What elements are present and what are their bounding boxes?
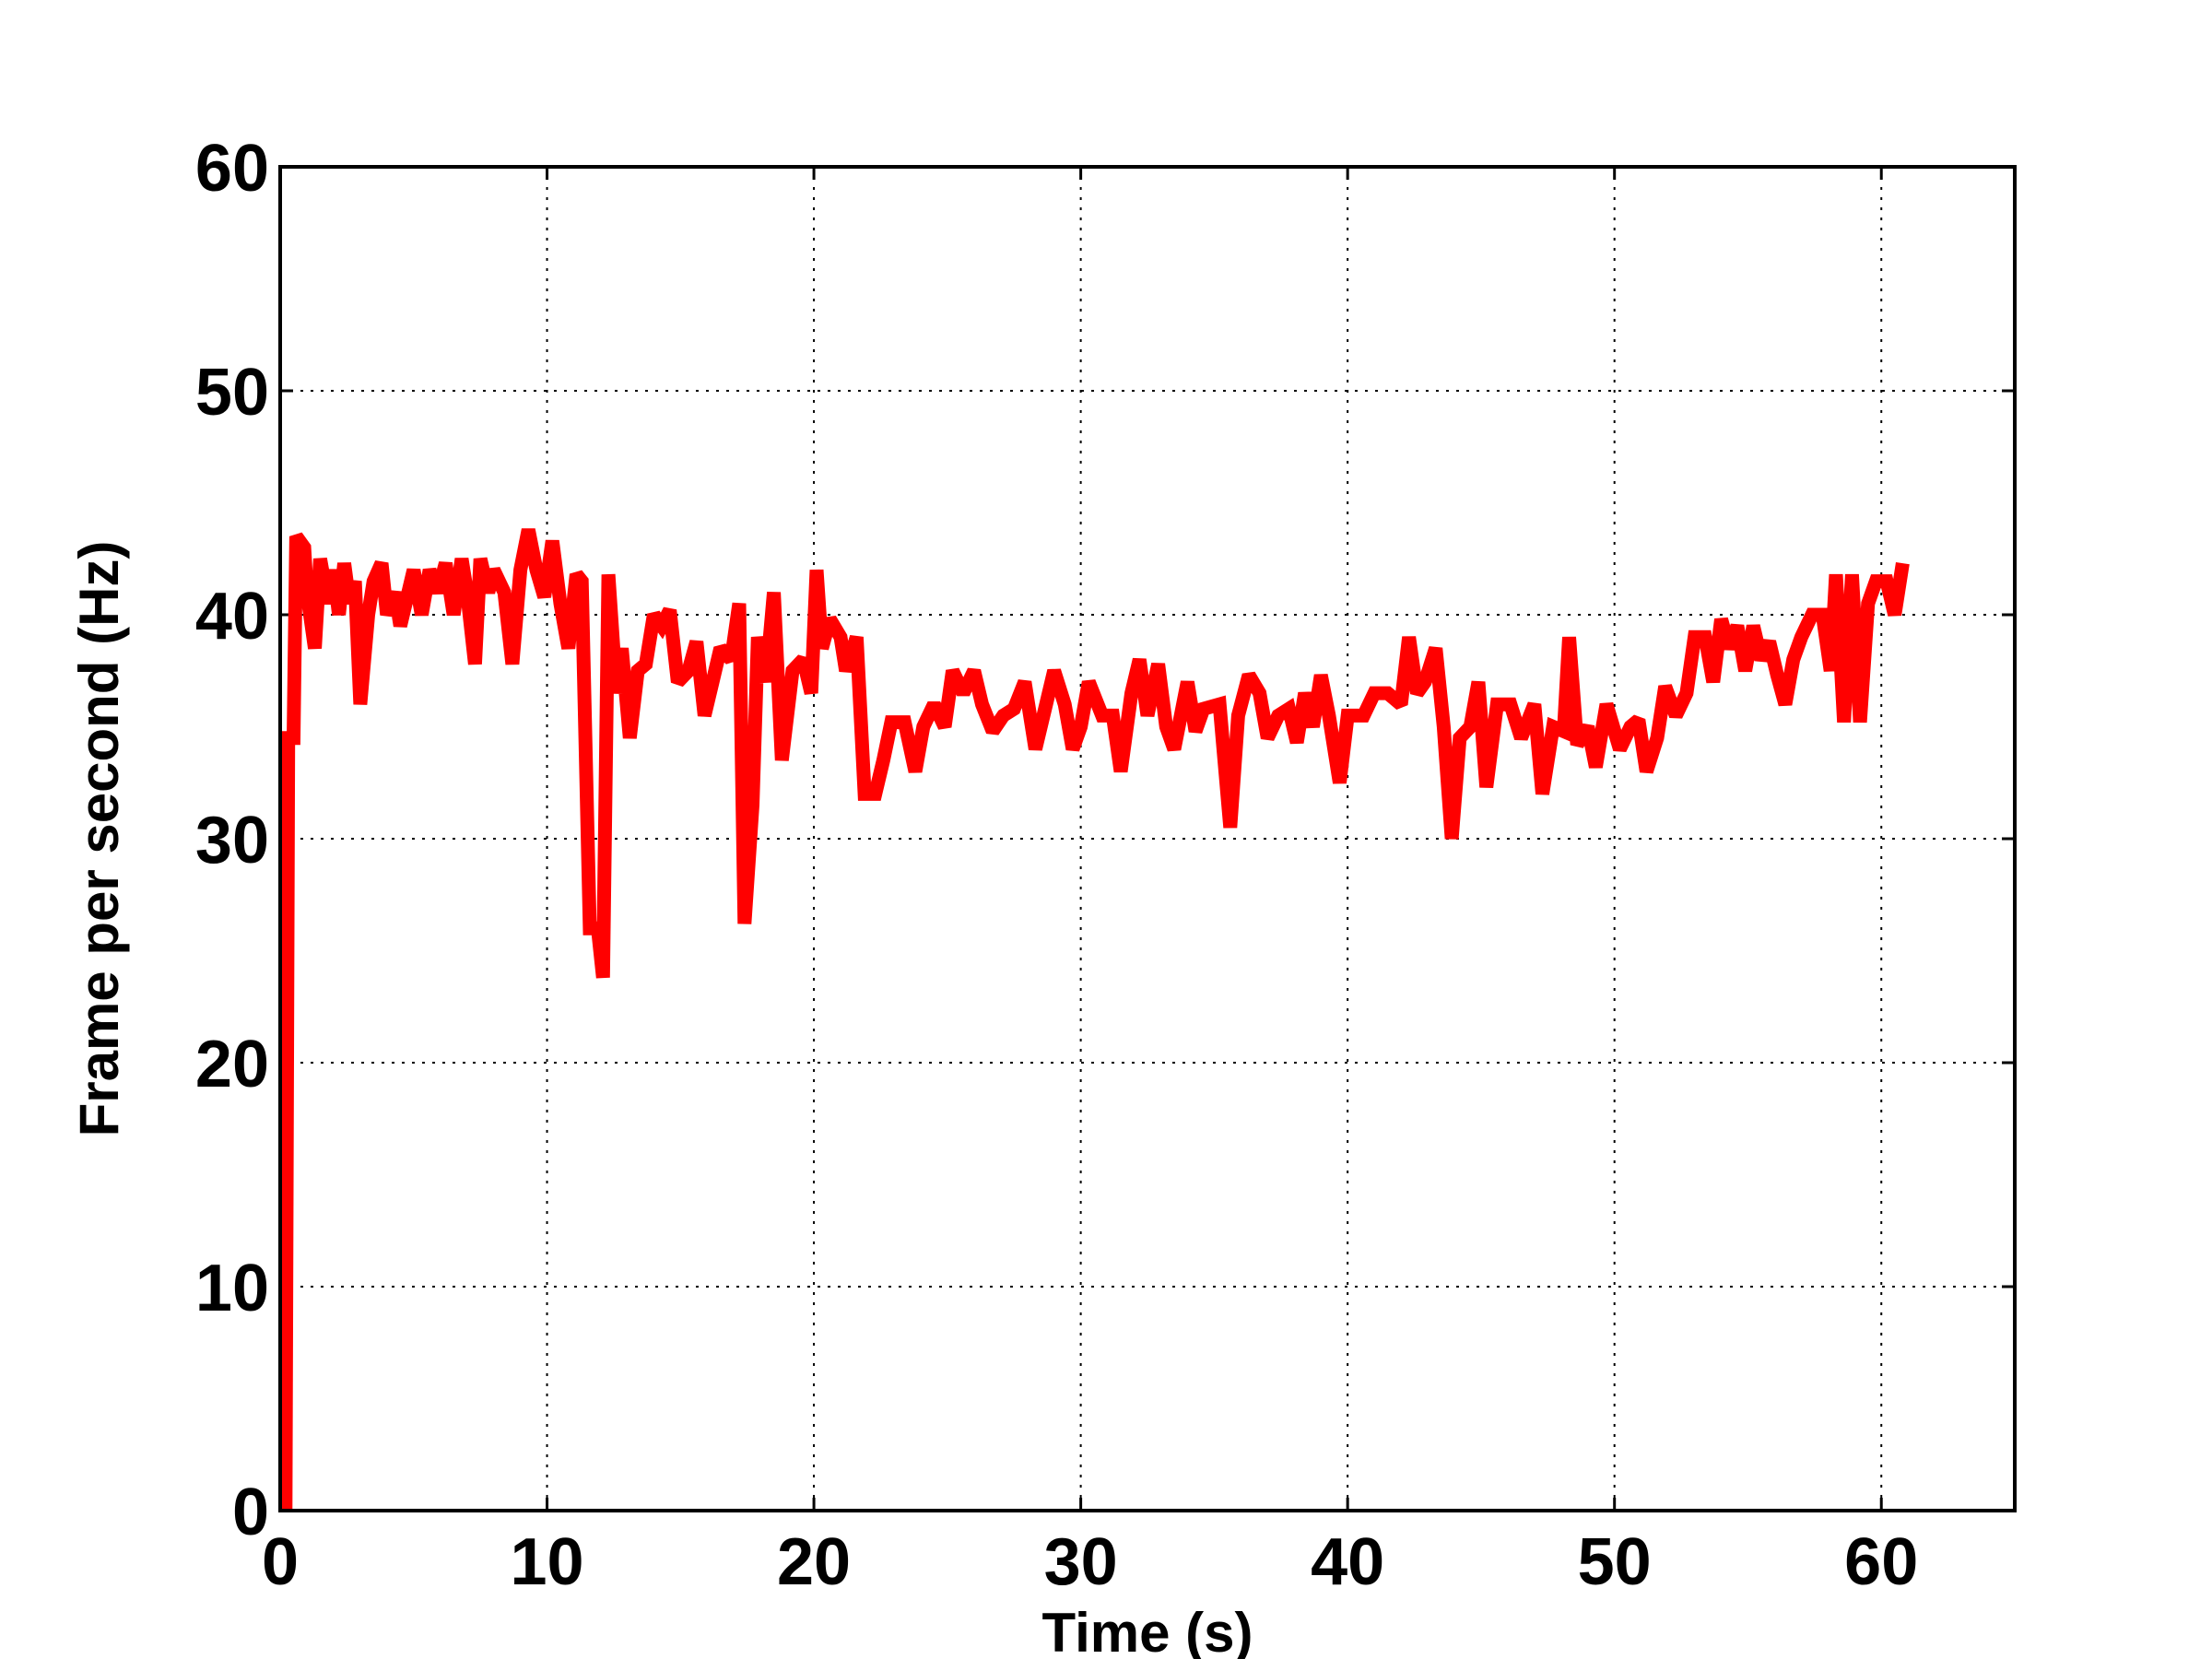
y-tick-label: 60 (195, 132, 269, 206)
x-axis-label: Time (s) (1042, 1602, 1253, 1659)
y-tick-label: 10 (195, 1252, 269, 1325)
y-tick-label: 40 (195, 580, 269, 653)
x-tick-label: 40 (1311, 1525, 1384, 1599)
y-tick-label: 20 (195, 1028, 269, 1101)
x-tick-label: 50 (1578, 1525, 1652, 1599)
x-tick-label: 0 (262, 1525, 299, 1599)
x-tick-label: 30 (1044, 1525, 1118, 1599)
x-tick-label: 10 (510, 1525, 583, 1599)
y-tick-label: 50 (195, 356, 269, 429)
data-line (278, 528, 1910, 1512)
x-tick-label: 60 (1844, 1525, 1918, 1599)
y-tick-label: 30 (195, 804, 269, 877)
x-tick-label: 20 (777, 1525, 851, 1599)
y-axis-label: Frame per second (Hz) (68, 541, 130, 1137)
plot-frame (278, 165, 2017, 1512)
y-tick-label: 0 (232, 1476, 269, 1549)
